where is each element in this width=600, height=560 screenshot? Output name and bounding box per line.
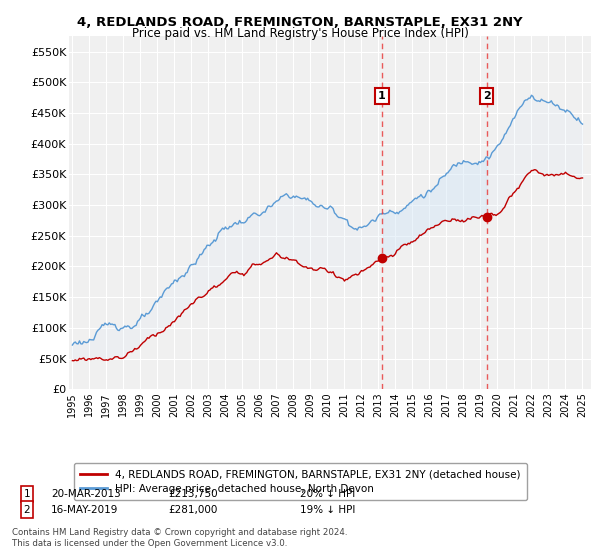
Text: 16-MAY-2019: 16-MAY-2019 xyxy=(51,505,118,515)
Text: 1: 1 xyxy=(23,489,31,499)
Text: 2: 2 xyxy=(23,505,31,515)
Text: 1: 1 xyxy=(378,91,386,101)
Text: £213,750: £213,750 xyxy=(168,489,218,499)
Text: 20-MAR-2013: 20-MAR-2013 xyxy=(51,489,121,499)
Text: 19% ↓ HPI: 19% ↓ HPI xyxy=(300,505,355,515)
Text: Price paid vs. HM Land Registry's House Price Index (HPI): Price paid vs. HM Land Registry's House … xyxy=(131,27,469,40)
Text: Contains HM Land Registry data © Crown copyright and database right 2024.
This d: Contains HM Land Registry data © Crown c… xyxy=(12,528,347,548)
Legend: 4, REDLANDS ROAD, FREMINGTON, BARNSTAPLE, EX31 2NY (detached house), HPI: Averag: 4, REDLANDS ROAD, FREMINGTON, BARNSTAPLE… xyxy=(74,463,527,500)
Text: 4, REDLANDS ROAD, FREMINGTON, BARNSTAPLE, EX31 2NY: 4, REDLANDS ROAD, FREMINGTON, BARNSTAPLE… xyxy=(77,16,523,29)
Text: £281,000: £281,000 xyxy=(168,505,217,515)
Text: 2: 2 xyxy=(483,91,491,101)
Text: 20% ↓ HPI: 20% ↓ HPI xyxy=(300,489,355,499)
